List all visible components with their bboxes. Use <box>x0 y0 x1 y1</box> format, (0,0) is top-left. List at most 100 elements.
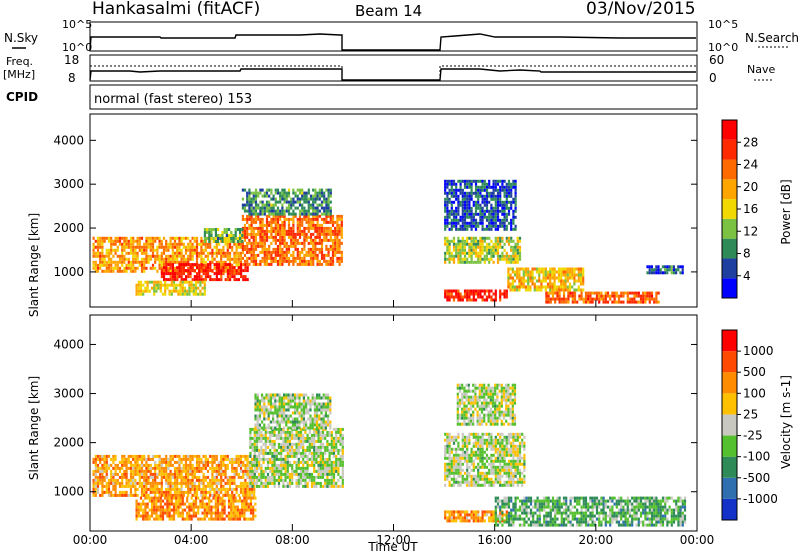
velocity-cell <box>244 454 247 458</box>
power-cell <box>329 217 332 221</box>
power-cell <box>228 234 231 237</box>
power-cell <box>323 235 326 239</box>
power-cell <box>134 257 137 261</box>
power-cell <box>240 266 243 270</box>
velocity-cell <box>125 460 128 464</box>
power-cell <box>160 257 163 261</box>
power-cell <box>92 248 95 252</box>
velocity-cell <box>249 451 252 455</box>
power-cell <box>653 268 656 272</box>
nsearch-tick-top: 10^5 <box>708 18 738 31</box>
power-cell <box>604 294 607 298</box>
power-cell <box>444 236 447 240</box>
velocity-cell <box>244 493 247 497</box>
power-cell <box>509 267 512 271</box>
power-cell <box>204 242 207 246</box>
velocity-cell <box>112 481 115 485</box>
power-cell <box>123 239 126 243</box>
power-cell <box>215 272 218 276</box>
power-cell <box>248 203 251 207</box>
velocity-cell <box>189 472 192 476</box>
power-cell <box>615 294 618 298</box>
velocity-cell <box>187 493 190 497</box>
power-cell <box>531 276 534 280</box>
power-cell <box>584 297 588 301</box>
power-cell <box>290 253 293 257</box>
power-cell <box>444 200 447 204</box>
velocity-cell <box>169 463 172 467</box>
power-cell <box>336 220 339 224</box>
power-cell <box>459 227 462 231</box>
velocity-cell <box>138 484 141 488</box>
power-cell <box>514 257 517 261</box>
power-cell <box>472 212 475 216</box>
power-cell <box>490 221 493 225</box>
power-cell <box>336 256 339 260</box>
velocity-cell <box>137 508 140 512</box>
velocity-cell <box>216 496 220 500</box>
power-cell <box>331 220 335 224</box>
power-cell <box>655 291 658 295</box>
power-cell <box>179 283 182 287</box>
velocity-cell <box>258 414 261 418</box>
power-cell <box>279 217 282 221</box>
power-cell <box>553 267 556 271</box>
power-cell <box>320 203 324 207</box>
power-cell <box>200 251 203 255</box>
power-cell <box>287 235 291 239</box>
velocity-cell <box>181 514 184 518</box>
power-cell <box>675 271 678 275</box>
power-cell <box>283 209 286 213</box>
power-cell <box>171 257 174 261</box>
power-cell <box>171 251 174 255</box>
velocity-cell <box>260 472 263 476</box>
power-cell <box>545 294 548 298</box>
velocity-cell <box>129 460 133 464</box>
power-cell <box>145 239 148 243</box>
power-cell <box>220 266 223 270</box>
power-cell <box>450 185 453 189</box>
velocity-cell <box>275 466 278 470</box>
velocity-cell <box>198 478 201 482</box>
velocity-cell <box>264 475 267 479</box>
power-cell <box>203 292 206 296</box>
power-cell <box>318 223 321 227</box>
velocity-cell <box>153 517 156 521</box>
power-cell <box>657 300 660 304</box>
power-cell <box>232 237 235 240</box>
power-cell <box>241 203 244 207</box>
power-cell <box>283 238 286 242</box>
velocity-cell <box>191 487 194 491</box>
power-cell <box>265 200 269 204</box>
power-cell <box>183 292 187 296</box>
velocity-cell <box>170 508 173 512</box>
power-cell <box>514 200 517 204</box>
velocity-cell <box>321 451 325 455</box>
power-cell <box>544 276 547 280</box>
power-cell <box>250 244 253 248</box>
power-cell <box>312 226 315 230</box>
velocity-cell <box>135 505 138 509</box>
velocity-cell <box>202 454 205 458</box>
nsky-panel: N.Sky 10^5 10^0 10^5 10^0 N.Search <box>4 18 799 54</box>
velocity-cell <box>306 439 309 443</box>
velocity-cell <box>144 517 147 521</box>
power-cell <box>325 206 328 210</box>
velocity-cell <box>107 463 111 467</box>
power-cell <box>577 273 580 277</box>
power-cell <box>325 247 328 251</box>
power-cell <box>220 278 223 282</box>
power-cell <box>215 266 218 270</box>
power-cell <box>239 228 242 231</box>
velocity-cell <box>211 454 214 458</box>
nsky-trace <box>89 33 696 51</box>
velocity-cell <box>321 457 325 461</box>
velocity-cell <box>335 430 338 434</box>
velocity-cell <box>138 475 141 479</box>
power-cell <box>549 276 552 280</box>
velocity-cell <box>313 469 316 473</box>
power-cell <box>263 232 266 236</box>
power-cell <box>192 289 195 293</box>
velocity-cell <box>250 490 254 494</box>
velocity-cell <box>237 454 240 458</box>
